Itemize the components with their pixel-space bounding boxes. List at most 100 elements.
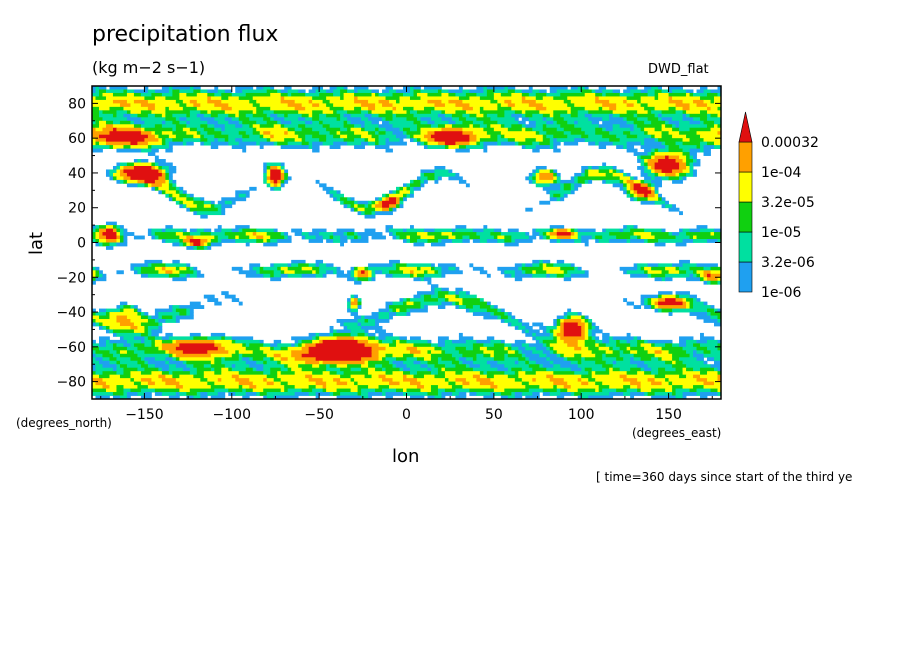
precip-cell [658,113,662,118]
precip-cell [717,92,722,97]
precip-cell [430,388,439,393]
precip-cell [493,312,505,316]
precip-cell [518,120,526,125]
precip-cell [203,204,212,209]
precip-cell [406,131,421,136]
precip-cell [609,106,617,111]
precip-cell [654,138,659,143]
precip-cell [458,305,467,309]
precip-cell [385,346,407,351]
precip-cell [298,89,306,94]
precip-cell [182,350,208,355]
precip-cell [133,305,138,309]
precip-cell [340,378,351,383]
precip-cell [92,266,96,271]
precip-cell [598,239,610,243]
precip-cell [347,120,351,125]
precip-cell [322,360,365,365]
precip-cell [465,110,481,115]
precip-cell [595,378,624,383]
precip-cell [287,388,303,393]
precip-cell [416,110,432,115]
precip-cell [602,179,607,184]
precip-cell [416,346,435,351]
precip-cell [382,120,390,125]
precip-cell [270,134,275,139]
precip-cell [361,141,369,146]
precip-cell [109,325,131,330]
precip-cell [95,232,100,236]
precip-cell [707,280,711,285]
precip-cell [186,193,191,198]
precip-cell [682,367,687,372]
precip-cell [423,228,435,233]
colorbar-label: 1e-05 [761,225,801,241]
precip-cell [298,343,303,348]
precip-cell [553,263,572,268]
precip-cell [609,339,617,344]
precip-cell [647,92,656,97]
precip-cell [584,242,589,247]
precip-cell [675,172,680,177]
precip-cell [609,385,624,389]
precip-cell [378,385,390,389]
precip-cell [92,360,100,365]
precip-cell [686,343,694,348]
precip-cell [382,207,390,212]
precip-cell [588,165,593,170]
precip-cell [357,301,362,306]
precip-cell [525,145,537,149]
precip-cell [112,127,117,132]
precip-cell [633,127,642,132]
precip-cell [703,270,711,275]
precip-cell [416,232,428,236]
precip-cell [109,350,117,355]
precip-cell [210,239,219,243]
precip-cell [574,392,582,396]
precip-cell [151,339,156,344]
precip-cell [679,155,687,160]
precip-cell [553,329,561,334]
precip-cell [574,179,579,184]
precip-cell [525,385,540,389]
precip-cell [560,336,586,341]
precip-cell [420,294,425,299]
precip-cell [172,339,177,344]
precip-cell [196,92,208,97]
precip-cell [462,89,470,94]
precip-cell [595,353,603,358]
precip-cell [507,346,512,351]
precip-cell [154,113,163,118]
precip-cell [581,165,589,170]
precip-cell [693,172,697,177]
precip-cell [437,298,446,303]
precip-cell [252,96,282,101]
precip-cell [112,353,121,358]
precip-cell [200,239,208,243]
precip-cell [95,96,107,101]
precip-cell [175,392,180,396]
precip-cell [119,336,124,341]
precip-cell [416,138,421,143]
precip-cell [326,239,334,243]
precip-cell [553,346,575,351]
precip-cell [458,360,463,365]
precip-cell [602,332,610,337]
precip-cell [493,92,502,97]
precip-cell [343,200,355,205]
precip-cell [403,197,407,202]
precip-cell [434,172,456,177]
precip-cell [546,190,551,195]
precip-cell [567,228,572,233]
precip-cell [658,193,662,198]
precip-cell [469,235,481,240]
precip-cell [717,388,722,393]
precip-cell [172,120,180,125]
precip-cell [92,385,103,389]
precip-cell [486,86,505,90]
precip-cell [378,312,390,316]
precip-cell [354,204,358,209]
precip-cell [542,103,568,108]
precip-cell [567,357,582,362]
precip-cell [563,329,582,334]
